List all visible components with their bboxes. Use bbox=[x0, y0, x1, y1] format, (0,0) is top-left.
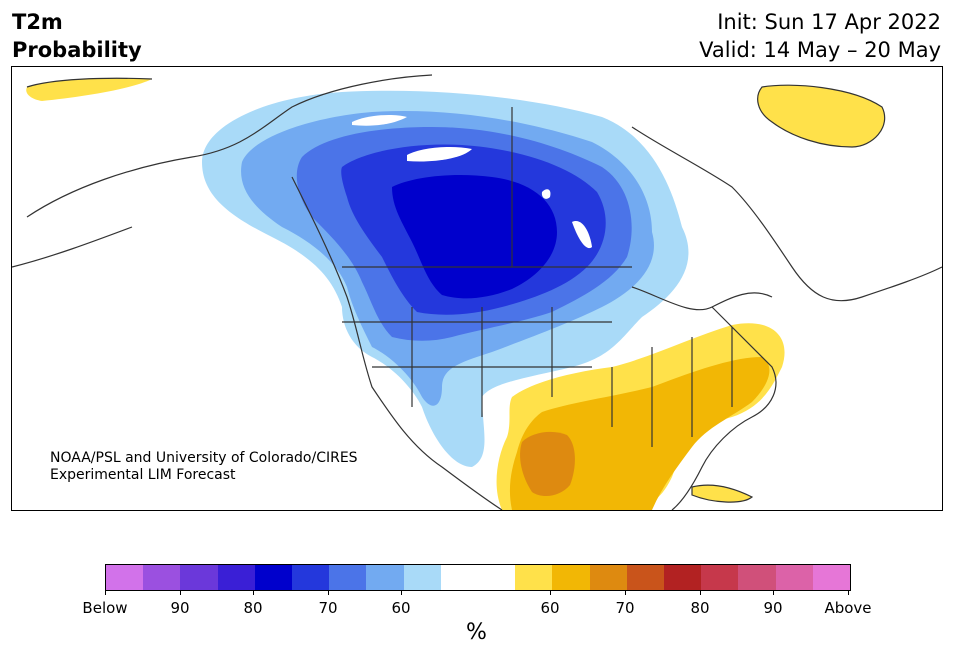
title-line-1: T2m bbox=[12, 10, 63, 34]
colorbar-tick bbox=[700, 590, 701, 595]
colorbar-tick bbox=[848, 590, 849, 595]
colorbar bbox=[105, 564, 851, 591]
colorbar-tick bbox=[328, 590, 329, 595]
lake-small-2 bbox=[572, 221, 592, 249]
colorbar-segment bbox=[403, 565, 441, 590]
colorbar-segment bbox=[812, 565, 851, 590]
colorbar-segment bbox=[552, 565, 590, 590]
probability-map: NOAA/PSL and University of Colorado/CIRE… bbox=[11, 66, 943, 511]
colorbar-tick bbox=[625, 590, 626, 595]
valid-range: Valid: 14 May – 20 May bbox=[699, 38, 941, 62]
init-date: Init: Sun 17 Apr 2022 bbox=[717, 10, 941, 34]
colorbar-segment bbox=[664, 565, 702, 590]
above-60-cuba bbox=[692, 485, 752, 503]
colorbar-segment bbox=[701, 565, 739, 590]
colorbar-tick-label: 70 bbox=[615, 599, 635, 617]
above-60-greenland bbox=[757, 85, 885, 147]
credit-line-2: Experimental LIM Forecast bbox=[50, 467, 236, 483]
map-title: T2m Probability bbox=[12, 8, 142, 64]
colorbar-unit: % bbox=[466, 620, 487, 645]
colorbar-segment bbox=[366, 565, 404, 590]
colorbar-tick bbox=[105, 590, 106, 595]
colorbar-segment bbox=[440, 565, 479, 590]
lake-small-1 bbox=[541, 189, 551, 199]
colorbar-tick-label: Above bbox=[824, 599, 872, 617]
credit-text: NOAA/PSL and University of Colorado/CIRE… bbox=[50, 450, 358, 484]
lake-athabasca bbox=[352, 114, 407, 126]
lake-winnipeg bbox=[407, 147, 472, 162]
colorbar-tick-label: Below bbox=[82, 599, 128, 617]
map-canvas bbox=[12, 67, 942, 510]
colorbar-tick-label: 80 bbox=[243, 599, 263, 617]
colorbar-segment bbox=[626, 565, 665, 590]
title-line-2: Probability bbox=[12, 38, 142, 62]
colorbar-segment bbox=[775, 565, 813, 590]
above-60-alaska-coast bbox=[26, 78, 152, 101]
colorbar-segment bbox=[180, 565, 218, 590]
forecast-dates: Init: Sun 17 Apr 2022 Valid: 14 May – 20… bbox=[699, 8, 941, 64]
map-outlines bbox=[12, 74, 942, 510]
colorbar-segment bbox=[106, 565, 144, 590]
credit-line-1: NOAA/PSL and University of Colorado/CIRE… bbox=[50, 450, 358, 466]
colorbar-segment bbox=[292, 565, 330, 590]
colorbar-tick bbox=[773, 590, 774, 595]
colorbar-segment bbox=[143, 565, 181, 590]
colorbar-segment bbox=[478, 565, 516, 590]
colorbar-tick-label: 90 bbox=[763, 599, 783, 617]
colorbar-tick bbox=[253, 590, 254, 595]
above-70-region bbox=[509, 357, 770, 510]
colorbar-tick-label: 70 bbox=[318, 599, 338, 617]
colorbar-tick-label: 60 bbox=[391, 599, 411, 617]
colorbar-segment bbox=[217, 565, 255, 590]
colorbar-tick-label: 90 bbox=[170, 599, 190, 617]
colorbar-tick-label: 80 bbox=[690, 599, 710, 617]
colorbar-segment bbox=[515, 565, 553, 590]
colorbar-segment bbox=[254, 565, 293, 590]
colorbar-segment bbox=[589, 565, 627, 590]
colorbar-tick bbox=[550, 590, 551, 595]
above-75-region bbox=[520, 431, 575, 497]
colorbar-tick bbox=[180, 590, 181, 595]
colorbar-tick bbox=[401, 590, 402, 595]
colorbar-segment bbox=[329, 565, 367, 590]
colorbar-tick-label: 60 bbox=[540, 599, 560, 617]
colorbar-segment bbox=[738, 565, 776, 590]
